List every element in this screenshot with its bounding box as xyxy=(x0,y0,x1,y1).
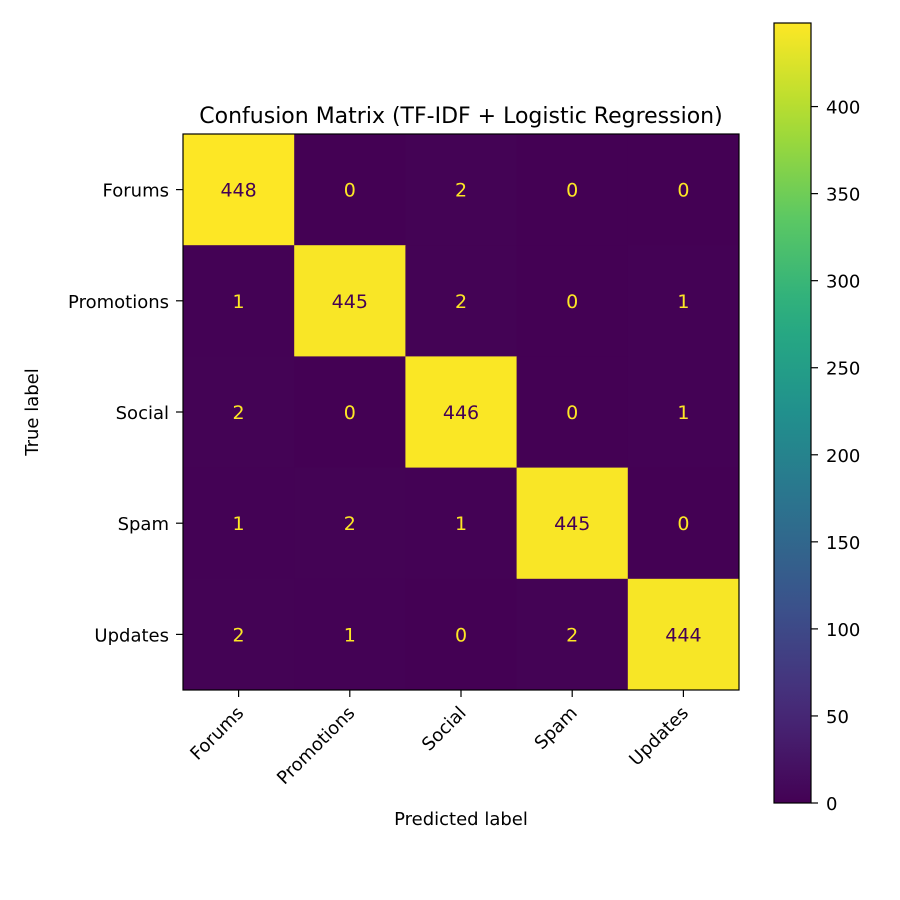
chart-title: Confusion Matrix (TF-IDF + Logistic Regr… xyxy=(199,104,722,129)
heatmap-cell xyxy=(294,467,406,580)
x-tick-label: Forums xyxy=(186,703,248,765)
cell-value-label: 0 xyxy=(677,513,689,535)
cell-value-label: 0 xyxy=(566,402,578,424)
colorbar-tick-label: 300 xyxy=(826,272,860,293)
colorbar-tick-label: 0 xyxy=(826,794,837,815)
x-axis-label: Predicted label xyxy=(394,809,528,830)
cell-value-label: 1 xyxy=(344,624,356,646)
cell-value-label: 444 xyxy=(665,624,701,646)
y-tick-label: Forums xyxy=(103,181,169,202)
cell-value-label: 0 xyxy=(344,402,356,424)
cell-value-label: 1 xyxy=(455,513,467,535)
colorbar xyxy=(773,22,812,804)
x-tick-label: Updates xyxy=(625,703,693,771)
colorbar-tick-label: 150 xyxy=(826,533,860,554)
cell-value-label: 2 xyxy=(455,180,467,202)
colorbar-tick-label: 350 xyxy=(826,185,860,206)
y-tick-label: Updates xyxy=(94,625,169,646)
cell-value-label: 2 xyxy=(233,402,245,424)
cell-value-label: 0 xyxy=(344,180,356,202)
cell-value-label: 445 xyxy=(332,291,368,313)
heatmap-cell xyxy=(405,356,518,469)
cell-value-label: 1 xyxy=(233,513,245,535)
heatmap-cell xyxy=(627,578,740,691)
heatmap-cell xyxy=(294,356,406,469)
cell-value-label: 0 xyxy=(455,624,467,646)
heatmap-cell xyxy=(627,134,740,246)
heatmap-cell xyxy=(183,245,295,357)
heatmap-cell xyxy=(516,134,629,246)
colorbar-tick-label: 400 xyxy=(826,98,860,119)
heatmap-cell xyxy=(516,467,629,580)
colorbar-tick-label: 200 xyxy=(826,446,860,467)
y-tick-label: Social xyxy=(116,403,169,424)
heatmap-cell xyxy=(294,578,406,691)
y-axis: Forums Promotions Social Spam Updates xyxy=(68,181,183,646)
cell-value-label: 2 xyxy=(566,624,578,646)
cell-value-label: 1 xyxy=(677,291,689,313)
heatmap-cells xyxy=(183,134,740,691)
heatmap-cell xyxy=(294,134,406,246)
heatmap-cell xyxy=(516,356,629,469)
cell-value-label: 2 xyxy=(344,513,356,535)
cell-value-label: 446 xyxy=(443,402,479,424)
heatmap-cell xyxy=(516,578,629,691)
heatmap-cell-labels: 448 0 2 0 0 1 445 2 0 1 2 0 446 0 1 1 2 1 445 0 2 1 0 2 444 xyxy=(220,180,701,647)
heatmap-cell xyxy=(183,467,295,580)
heatmap-cell xyxy=(405,578,518,691)
cell-value-label: 0 xyxy=(677,180,689,202)
x-axis: Forums Promotions Social Spam Updates xyxy=(186,690,693,789)
x-tick-label: Social xyxy=(418,703,471,756)
heatmap-cell xyxy=(627,356,740,469)
colorbar-tick-label: 50 xyxy=(826,707,849,728)
heatmap-cell xyxy=(405,467,518,580)
heatmap-cell xyxy=(294,245,406,357)
cell-value-label: 0 xyxy=(566,180,578,202)
y-axis-label: True label xyxy=(22,368,43,457)
colorbar-tick-label: 100 xyxy=(826,620,860,641)
cell-value-label: 1 xyxy=(677,402,689,424)
cell-value-label: 1 xyxy=(233,291,245,313)
heatmap-cell xyxy=(627,467,740,580)
cell-value-label: 448 xyxy=(220,180,256,202)
heatmap-cell xyxy=(183,578,295,691)
y-tick-label: Spam xyxy=(118,514,169,535)
cell-value-label: 0 xyxy=(566,291,578,313)
colorbar-axis: 0 50 100 150 200 250 300 350 400 xyxy=(811,98,860,815)
heatmap-cell xyxy=(627,245,740,357)
heatmap-cell xyxy=(405,134,518,246)
heatmap-cell xyxy=(405,245,518,357)
heatmap-cell xyxy=(516,245,629,357)
x-tick-label: Spam xyxy=(531,703,582,754)
cell-value-label: 2 xyxy=(233,624,245,646)
colorbar-tick-label: 250 xyxy=(826,359,860,380)
cell-value-label: 445 xyxy=(554,513,590,535)
heatmap-cell xyxy=(183,356,295,469)
x-tick-label: Promotions xyxy=(273,703,359,789)
heatmap-cell xyxy=(183,134,295,246)
cell-value-label: 2 xyxy=(455,291,467,313)
y-tick-label: Promotions xyxy=(68,292,169,313)
